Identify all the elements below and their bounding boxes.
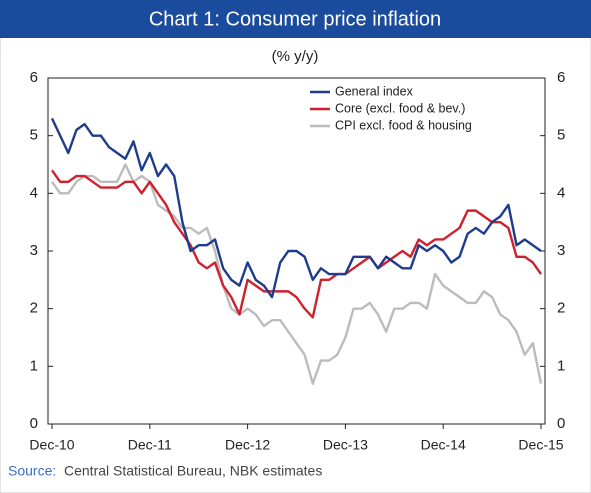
y-tick-label: 3 [30,242,38,259]
x-tick-label: Dec-11 [128,437,172,453]
y-tick-label: 6 [30,69,38,86]
y-tick-label: 5 [30,127,38,144]
y2-tick-label: 0 [557,415,565,432]
y-tick-label: 4 [30,184,38,201]
y2-tick-label: 4 [557,184,565,201]
x-tick-label: Dec-10 [29,437,74,453]
source-text: Central Statistical Bureau, NBK estimate… [64,463,322,479]
source-label: Source: [8,463,56,479]
y-tick-label: 1 [30,357,38,374]
header-bar [0,0,591,38]
series-line [50,117,542,299]
y2-tick-label: 5 [557,127,565,144]
x-tick-label: Dec-14 [421,437,466,453]
legend-label: Core (excl. food & bev.) [335,101,465,115]
legend-label: General index [335,84,414,98]
series-line [51,169,542,319]
y2-tick-label: 6 [557,69,565,86]
y-tick-label: 0 [30,415,38,432]
y-tick-label: 2 [30,300,38,317]
y2-tick-label: 2 [557,300,565,317]
x-tick-label: Dec-15 [518,437,563,453]
chart-subtitle: (% y/y) [272,48,319,65]
y2-tick-label: 3 [557,242,565,259]
x-tick-label: Dec-13 [323,437,368,453]
x-tick-label: Dec-12 [225,437,270,453]
chart-title: Chart 1: Consumer price inflation [149,8,441,30]
legend-label: CPI excl. food & housing [335,118,472,132]
y2-tick-label: 1 [557,357,565,374]
